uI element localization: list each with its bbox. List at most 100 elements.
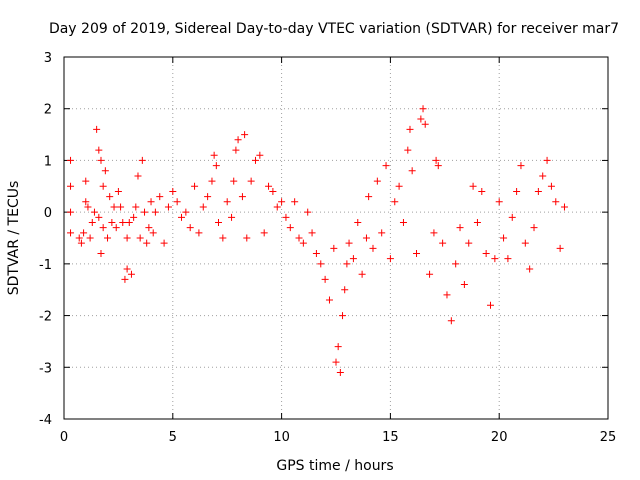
data-point: [408, 167, 416, 175]
data-point: [513, 187, 521, 195]
data-point: [421, 120, 429, 128]
data-point: [104, 234, 112, 242]
x-tick-label: 0: [60, 430, 68, 445]
data-point: [478, 187, 486, 195]
data-point: [138, 156, 146, 164]
plot-frame: [63, 56, 609, 420]
data-point: [108, 218, 116, 226]
data-point: [556, 244, 564, 252]
x-tick-label: 10: [273, 430, 290, 445]
x-tick-label: 20: [491, 430, 508, 445]
x-tick-label: 5: [169, 430, 177, 445]
data-point: [173, 198, 181, 206]
data-point: [199, 203, 207, 211]
data-point: [308, 229, 316, 237]
data-points: [67, 105, 568, 376]
data-point: [534, 187, 542, 195]
data-point: [186, 224, 194, 232]
data-point: [291, 198, 299, 206]
data-point: [251, 156, 259, 164]
data-point: [156, 193, 164, 201]
data-point: [114, 187, 122, 195]
data-point: [456, 224, 464, 232]
data-point: [147, 198, 155, 206]
y-tick-label: -2: [39, 310, 52, 325]
data-point: [491, 255, 499, 263]
chart-title: Day 209 of 2019, Sidereal Day-to-day VTE…: [49, 21, 619, 37]
data-point: [182, 208, 190, 216]
data-point: [439, 239, 447, 247]
y-tick-label: -1: [39, 258, 52, 273]
data-point: [482, 250, 490, 258]
data-point: [82, 198, 90, 206]
y-tick-label: 1: [44, 154, 52, 169]
data-point: [530, 224, 538, 232]
data-point: [77, 239, 85, 247]
y-tick-label: -3: [39, 361, 52, 376]
data-point: [67, 229, 75, 237]
data-point: [417, 115, 425, 123]
data-point: [504, 255, 512, 263]
data-point: [339, 312, 347, 320]
data-point: [121, 275, 129, 283]
data-point: [223, 198, 231, 206]
data-point: [395, 182, 403, 190]
data-point: [354, 218, 362, 226]
data-point: [286, 224, 294, 232]
data-point: [84, 203, 92, 211]
data-point: [151, 208, 159, 216]
data-point: [552, 198, 560, 206]
data-point: [214, 218, 222, 226]
data-point: [97, 156, 105, 164]
data-point: [119, 218, 127, 226]
data-point: [486, 301, 494, 309]
data-point: [127, 270, 135, 278]
data-point: [543, 156, 551, 164]
data-point: [75, 234, 83, 242]
data-point: [136, 234, 144, 242]
data-point: [317, 260, 325, 268]
data-point: [399, 218, 407, 226]
data-point: [219, 234, 227, 242]
data-point: [143, 239, 151, 247]
data-point: [508, 213, 516, 221]
data-point: [112, 224, 120, 232]
data-point: [117, 203, 125, 211]
data-point: [132, 203, 140, 211]
data-point: [460, 281, 468, 289]
data-point: [228, 213, 236, 221]
data-point: [238, 193, 246, 201]
data-point: [134, 172, 142, 180]
y-tick-label: 0: [44, 206, 52, 221]
data-point: [447, 317, 455, 325]
data-point: [88, 218, 96, 226]
data-point: [243, 234, 251, 242]
data-point: [212, 162, 220, 170]
data-point: [419, 105, 427, 113]
data-point: [210, 151, 218, 159]
data-point: [80, 229, 88, 237]
data-point: [230, 177, 238, 185]
data-point: [369, 244, 377, 252]
data-point: [282, 213, 290, 221]
data-point: [145, 224, 153, 232]
data-point: [526, 265, 534, 273]
data-point: [99, 224, 107, 232]
data-point: [325, 296, 333, 304]
x-tick-label: 15: [382, 430, 399, 445]
data-point: [93, 125, 101, 133]
data-point: [517, 162, 525, 170]
data-point: [191, 182, 199, 190]
data-point: [452, 260, 460, 268]
data-point: [373, 177, 381, 185]
data-point: [330, 244, 338, 252]
data-point: [67, 182, 75, 190]
data-point: [386, 255, 394, 263]
data-point: [362, 234, 370, 242]
data-point: [67, 208, 75, 216]
data-point: [234, 136, 242, 144]
data-point: [123, 265, 131, 273]
data-point: [86, 234, 94, 242]
data-point: [332, 358, 340, 366]
